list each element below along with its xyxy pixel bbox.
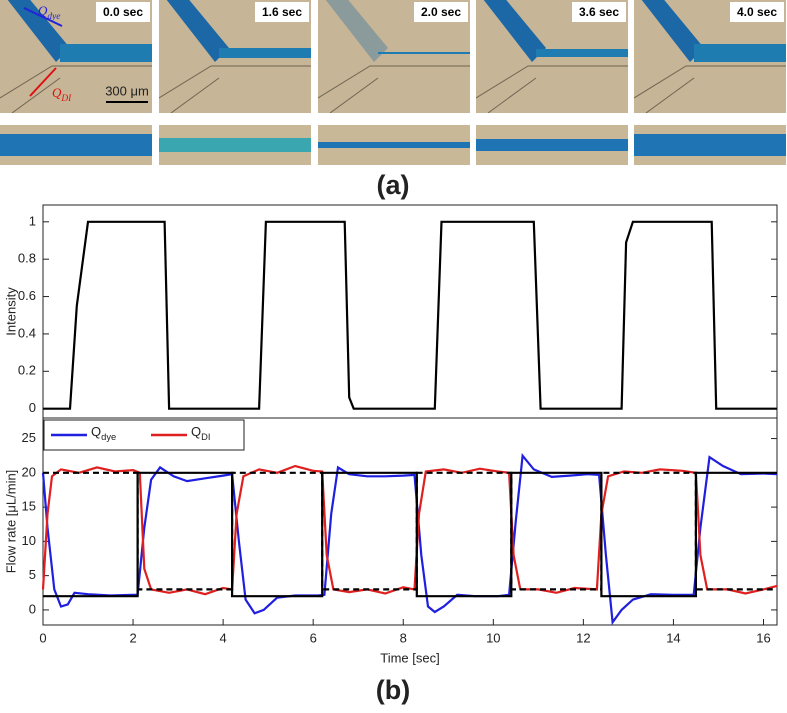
micrograph: 0.0 sec [0, 0, 152, 113]
strip [318, 125, 470, 165]
dye-outlet [536, 49, 628, 57]
y-axis-label: Intensity [3, 287, 18, 336]
strip-dye [0, 134, 152, 156]
x-tick-label: 8 [400, 630, 407, 645]
channel-wall [634, 65, 786, 99]
x-axis-label: Time [sec] [380, 650, 439, 665]
strip-dye [634, 134, 786, 156]
strip [634, 125, 786, 165]
channel-wall [487, 77, 537, 113]
legend-label: Qdye [91, 424, 116, 442]
y-tick-label: 25 [22, 430, 36, 445]
y-tick-label: 0.8 [18, 251, 36, 266]
y-tick-label: 0.4 [18, 325, 36, 340]
dye-outlet [378, 52, 470, 54]
y-tick-label: 5 [29, 567, 36, 582]
y-axis-label: Flow rate [μL/min] [3, 470, 18, 574]
channel-wall [318, 65, 470, 99]
data-line [43, 220, 777, 410]
caption-b: (b) [376, 675, 410, 705]
strip [476, 125, 628, 165]
legend-label: QDI [191, 424, 210, 442]
x-tick-label: 10 [486, 630, 500, 645]
dye-outlet [60, 44, 152, 62]
time-label: 0.0 sec [103, 5, 143, 19]
y-tick-label: 15 [22, 499, 36, 514]
channel-wall [159, 65, 311, 99]
flow-arrow [29, 67, 57, 97]
channel-wall [476, 65, 628, 99]
channel-wall [170, 77, 220, 113]
data-line [43, 471, 777, 598]
dye-channel [7, 0, 70, 62]
channel-wall [645, 77, 695, 113]
strip-dye [476, 139, 628, 151]
dye-outlet [219, 48, 311, 58]
strip-dye [318, 142, 470, 148]
strip [0, 125, 152, 165]
caption-a: (a) [377, 170, 410, 200]
time-label: 1.6 sec [262, 5, 302, 19]
x-tick-label: 6 [310, 630, 317, 645]
x-tick-label: 16 [756, 630, 770, 645]
micrograph: 2.0 sec [318, 0, 470, 113]
channel-wall [11, 77, 61, 113]
y-tick-label: 20 [22, 464, 36, 479]
dye-channel [166, 0, 229, 62]
y-tick-label: 0 [29, 400, 36, 415]
dye-channel [483, 0, 546, 62]
x-tick-label: 2 [129, 630, 136, 645]
x-tick-label: 0 [39, 630, 46, 645]
time-box [255, 2, 309, 22]
scale-label: 300 μm [105, 83, 149, 98]
micrograph: 1.6 sec [159, 0, 311, 113]
flow-label: QDI [52, 85, 72, 104]
time-label: 2.0 sec [421, 5, 461, 19]
dye-channel [641, 0, 704, 62]
time-label: 4.0 sec [737, 5, 777, 19]
y-tick-label: 10 [22, 533, 36, 548]
dye-channel [325, 0, 388, 62]
data-line [43, 471, 777, 591]
channel-wall [0, 65, 152, 99]
y-tick-label: 0.2 [18, 363, 36, 378]
y-tick-label: 0 [29, 601, 36, 616]
channel-wall [329, 77, 379, 113]
time-label: 3.6 sec [579, 5, 619, 19]
x-tick-label: 4 [220, 630, 227, 645]
time-box [96, 2, 150, 22]
y-tick-label: 1 [29, 213, 36, 228]
time-box [730, 2, 784, 22]
x-tick-label: 12 [576, 630, 590, 645]
micrographs: 0.0 sec 1.6 sec 2.0 sec 3.6 sec 4.0 sec Qdye Q… [0, 0, 786, 165]
micrograph: 4.0 sec [634, 0, 786, 113]
flow-arrow [23, 7, 63, 27]
micrograph: 3.6 sec [476, 0, 628, 113]
strip [159, 125, 311, 165]
time-box [572, 2, 626, 22]
plot-area [42, 204, 778, 419]
y-tick-label: 0.6 [18, 288, 36, 303]
time-box [414, 2, 468, 22]
plot-area [42, 417, 778, 626]
x-tick-label: 14 [666, 630, 680, 645]
dye-outlet [694, 44, 786, 62]
flow-label: Qdye [38, 3, 60, 22]
data-line [41, 452, 778, 626]
strip-dye [159, 138, 311, 152]
